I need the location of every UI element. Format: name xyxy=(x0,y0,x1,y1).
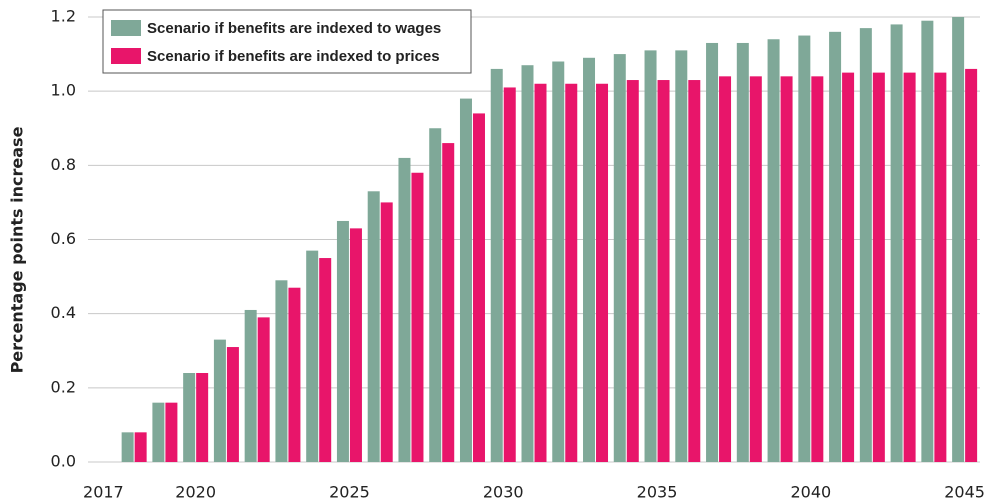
bar xyxy=(349,228,362,462)
bar xyxy=(196,373,209,462)
y-tick-label: 0.0 xyxy=(51,452,76,471)
x-tick-label: 2025 xyxy=(329,483,370,502)
bar xyxy=(472,113,485,463)
y-tick-label: 0.2 xyxy=(51,377,76,396)
bar xyxy=(842,72,855,462)
bar xyxy=(688,80,701,463)
bar xyxy=(736,42,749,462)
bar xyxy=(380,202,393,462)
legend-box xyxy=(102,9,472,74)
bar xyxy=(565,83,578,462)
legend-label: Scenario if benefits are indexed to wage… xyxy=(147,20,441,37)
bar xyxy=(644,50,657,462)
y-tick-label: 0.4 xyxy=(51,303,76,322)
x-tick-label: 2040 xyxy=(790,483,831,502)
bar xyxy=(398,157,411,462)
bar xyxy=(719,76,732,462)
bar xyxy=(257,317,270,462)
bar xyxy=(903,72,916,462)
bar xyxy=(798,35,811,463)
bar xyxy=(503,87,516,462)
bar xyxy=(152,402,165,462)
bar xyxy=(675,50,688,462)
bar xyxy=(319,258,332,462)
bar xyxy=(288,287,301,462)
bar xyxy=(134,432,147,462)
bar xyxy=(367,191,380,462)
bar xyxy=(442,143,455,463)
bar xyxy=(952,17,965,462)
bar xyxy=(534,83,547,462)
bar xyxy=(872,72,885,462)
bar xyxy=(706,42,719,462)
bar xyxy=(596,83,609,462)
x-tick-label: 2035 xyxy=(637,483,678,502)
y-axis-label: Percentage points increase xyxy=(8,126,27,373)
x-tick-label: 2045 xyxy=(944,483,985,502)
x-tick-label: 2030 xyxy=(483,483,524,502)
bar xyxy=(165,402,178,462)
bar xyxy=(459,98,472,462)
bar xyxy=(934,72,947,462)
legend-swatch xyxy=(111,20,141,36)
y-tick-label: 1.2 xyxy=(51,7,76,26)
bar xyxy=(749,76,762,462)
bar xyxy=(583,57,596,463)
bar xyxy=(780,76,793,462)
x-tick-label: 2017 xyxy=(83,483,124,502)
bar xyxy=(306,250,319,462)
bar xyxy=(244,309,257,462)
bar xyxy=(121,432,134,462)
x-tick-label: 2020 xyxy=(175,483,216,502)
bar xyxy=(767,39,780,462)
bar xyxy=(429,128,442,462)
bar xyxy=(521,65,534,462)
y-tick-label: 0.6 xyxy=(51,229,76,248)
bar xyxy=(657,80,670,463)
bar xyxy=(275,280,288,462)
bar xyxy=(965,68,978,463)
bar xyxy=(183,373,196,462)
bar xyxy=(829,31,842,462)
y-tick-label: 1.0 xyxy=(51,81,76,100)
bar xyxy=(226,347,239,462)
legend-swatch xyxy=(111,48,141,64)
bar xyxy=(890,24,903,463)
bar xyxy=(626,80,639,463)
bar xyxy=(213,339,226,462)
bar xyxy=(411,172,424,462)
bar xyxy=(613,54,626,462)
bar xyxy=(921,20,934,462)
bar xyxy=(490,68,503,463)
bar xyxy=(552,61,565,462)
y-tick-label: 0.8 xyxy=(51,155,76,174)
bar xyxy=(811,76,824,462)
bar xyxy=(336,220,349,462)
bar xyxy=(859,28,872,462)
legend-label: Scenario if benefits are indexed to pric… xyxy=(147,48,440,65)
